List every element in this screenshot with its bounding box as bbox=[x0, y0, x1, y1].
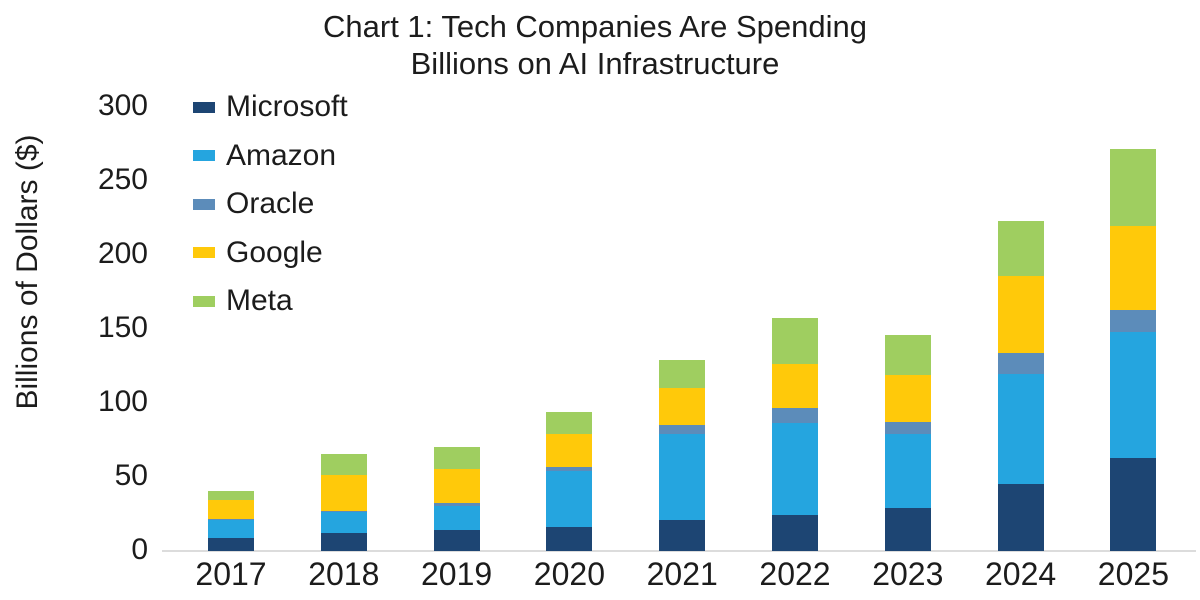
bar-segment-2025-microsoft bbox=[1110, 458, 1157, 551]
legend-label-meta: Meta bbox=[226, 284, 293, 318]
bar-segment-2022-microsoft bbox=[772, 515, 818, 551]
legend-swatch-meta bbox=[193, 295, 215, 307]
bar-2021 bbox=[659, 360, 706, 551]
bar-2024 bbox=[997, 221, 1044, 551]
x-tick-label-2025: 2025 bbox=[1097, 556, 1169, 592]
chart-title-line1: Chart 1: Tech Companies Are Spending bbox=[323, 9, 867, 44]
x-tick-label-2018: 2018 bbox=[308, 556, 380, 592]
x-tick-label-2019: 2019 bbox=[421, 556, 493, 592]
bar-2019 bbox=[433, 447, 480, 551]
y-axis-label: Billions of Dollars ($) bbox=[11, 134, 44, 410]
bar-2017 bbox=[208, 491, 254, 551]
x-tick-label-2021: 2021 bbox=[646, 556, 718, 592]
bar-segment-2018-google bbox=[320, 475, 367, 511]
bar-segment-2019-meta bbox=[433, 447, 480, 469]
y-tick-label-300: 300 bbox=[97, 89, 148, 122]
legend-item-microsoft: Microsoft bbox=[193, 90, 348, 124]
bar-segment-2022-meta bbox=[772, 318, 818, 364]
bar-segment-2017-meta bbox=[208, 491, 254, 500]
y-tick-label-0: 0 bbox=[131, 533, 148, 566]
x-tick-label-2024: 2024 bbox=[985, 556, 1057, 592]
legend-swatch-oracle bbox=[193, 198, 215, 210]
bar-segment-2022-google bbox=[772, 364, 818, 408]
bar-segment-2024-oracle bbox=[997, 353, 1044, 374]
bar-segment-2023-amazon bbox=[884, 434, 931, 508]
bar-segment-2023-microsoft bbox=[884, 508, 931, 551]
x-axis-line bbox=[162, 550, 1196, 552]
bar-segment-2021-meta bbox=[659, 360, 706, 388]
x-tick-label-2017: 2017 bbox=[195, 556, 267, 592]
y-tick-label-200: 200 bbox=[97, 237, 148, 270]
bar-segment-2019-microsoft bbox=[433, 530, 480, 551]
x-tick-label-2022: 2022 bbox=[759, 556, 831, 592]
bar-segment-2023-google bbox=[884, 375, 931, 422]
legend-label-amazon: Amazon bbox=[226, 138, 337, 172]
legend-swatch-google bbox=[193, 247, 215, 259]
bar-segment-2021-google bbox=[659, 388, 706, 425]
legend-swatch-amazon bbox=[193, 150, 215, 162]
x-tick-label-2020: 2020 bbox=[533, 556, 605, 592]
bar-segment-2023-oracle bbox=[884, 422, 931, 434]
bar-segment-2021-microsoft bbox=[659, 520, 706, 551]
bar-segment-2025-oracle bbox=[1110, 310, 1157, 332]
y-tick-label-50: 50 bbox=[114, 459, 148, 492]
bar-segment-2020-microsoft bbox=[546, 527, 593, 551]
bar-segment-2018-meta bbox=[320, 454, 367, 475]
bar-2025 bbox=[1110, 149, 1157, 551]
bar-segment-2017-amazon bbox=[208, 520, 254, 538]
bar-2023 bbox=[884, 335, 931, 551]
bar-segment-2025-google bbox=[1110, 226, 1157, 310]
legend-swatch-microsoft bbox=[193, 101, 215, 113]
bar-segment-2023-meta bbox=[884, 335, 931, 375]
legend-label-oracle: Oracle bbox=[226, 187, 315, 221]
bar-segment-2025-meta bbox=[1110, 149, 1157, 226]
bar-segment-2017-google bbox=[208, 500, 254, 519]
bar-segment-2021-oracle bbox=[659, 425, 706, 434]
bar-segment-2017-microsoft bbox=[208, 538, 254, 551]
bar-segment-2018-amazon bbox=[320, 512, 367, 533]
bar-segment-2020-google bbox=[546, 434, 593, 467]
bar-segment-2020-meta bbox=[546, 412, 593, 434]
bar-segment-2020-oracle bbox=[546, 467, 593, 471]
bar-segment-2019-google bbox=[433, 469, 480, 503]
bar-segment-2024-microsoft bbox=[997, 484, 1044, 551]
bar-segment-2024-meta bbox=[997, 221, 1044, 276]
chart-title: Chart 1: Tech Companies Are Spending Bil… bbox=[0, 8, 1190, 82]
bar-segment-2021-amazon bbox=[659, 434, 706, 520]
legend-item-meta: Meta bbox=[193, 284, 293, 318]
x-tick-label-2023: 2023 bbox=[872, 556, 944, 592]
bar-segment-2018-oracle bbox=[320, 511, 367, 512]
bar-2020 bbox=[546, 412, 593, 551]
y-tick-label-100: 100 bbox=[97, 385, 148, 418]
bar-2022 bbox=[772, 318, 818, 551]
bar-2018 bbox=[320, 454, 367, 551]
legend-item-oracle: Oracle bbox=[193, 187, 314, 221]
bar-segment-2024-amazon bbox=[997, 374, 1044, 484]
legend-item-amazon: Amazon bbox=[193, 139, 336, 173]
bar-segment-2017-oracle bbox=[208, 519, 254, 520]
legend-label-google: Google bbox=[226, 235, 323, 269]
bar-segment-2022-oracle bbox=[772, 408, 818, 423]
legend-label-microsoft: Microsoft bbox=[226, 90, 348, 123]
bar-segment-2019-oracle bbox=[433, 503, 480, 506]
bar-segment-2020-amazon bbox=[546, 471, 593, 527]
bar-segment-2022-amazon bbox=[772, 423, 818, 515]
y-tick-label-250: 250 bbox=[97, 163, 148, 196]
bar-segment-2025-amazon bbox=[1110, 332, 1157, 458]
legend-item-google: Google bbox=[193, 236, 323, 270]
chart-title-line2: Billions on AI Infrastructure bbox=[410, 46, 780, 81]
bar-segment-2018-microsoft bbox=[320, 533, 367, 551]
y-tick-label-150: 150 bbox=[97, 311, 148, 344]
bar-segment-2024-google bbox=[997, 276, 1044, 353]
bar-segment-2019-amazon bbox=[433, 506, 480, 530]
